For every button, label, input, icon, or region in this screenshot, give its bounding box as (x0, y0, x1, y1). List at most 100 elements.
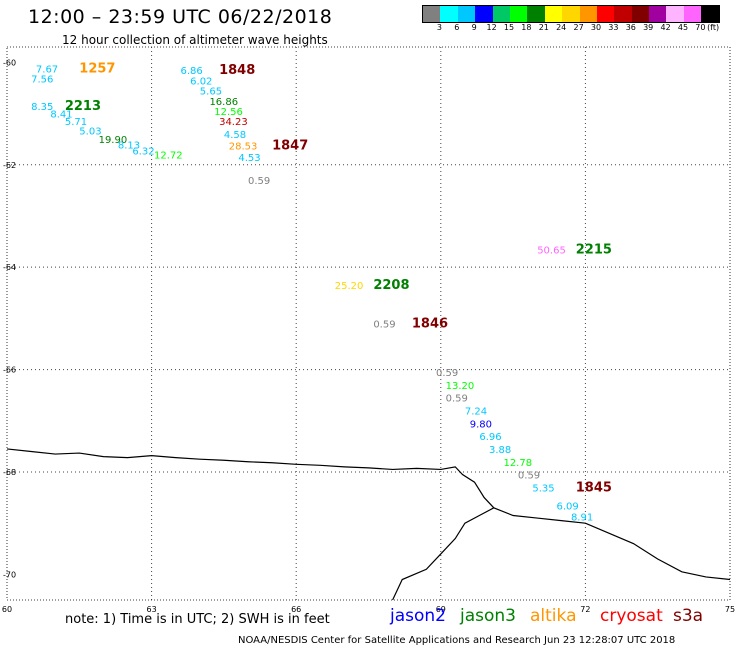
wave-height-label: 50.65 (537, 245, 566, 256)
colorbar-label: 24 (556, 23, 567, 32)
wave-height-label: 6.96 (479, 432, 501, 443)
colorbar-label: 39 (643, 23, 654, 32)
wave-height-label: 7.67 (36, 65, 58, 76)
colorbar-cell (544, 6, 563, 22)
wave-height-label: 34.23 (219, 117, 248, 128)
wave-height-label: 19.90 (99, 135, 128, 146)
map-subtitle: 12 hour collection of altimeter wave hei… (62, 33, 328, 47)
y-tick-label: -64 (3, 263, 16, 272)
colorbar-cell (701, 6, 719, 22)
y-tick-label: -66 (3, 366, 16, 375)
satellite-legend-item: s3a (673, 606, 704, 626)
pass-time-label: 1848 (219, 63, 255, 78)
wave-height-label: 16.86 (209, 97, 238, 108)
y-tick-label: -70 (3, 570, 16, 579)
colorbar-label: 30 (590, 23, 602, 32)
colorbar-label: 21 (538, 23, 549, 32)
colorbar-cell (492, 6, 510, 22)
colorbar-cell (457, 6, 476, 22)
wave-height-label: 9.80 (470, 419, 492, 430)
x-tick-label: 75 (725, 605, 735, 614)
footnote: note: 1) Time is in UTC; 2) SWH is in fe… (65, 612, 330, 627)
satellite-legend-item: jason2 (390, 606, 446, 626)
colorbar-cell (683, 6, 702, 22)
wave-height-label: 0.59 (446, 394, 468, 405)
wave-height-label: 0.59 (518, 471, 540, 482)
colorbar-cell (631, 6, 650, 22)
x-tick-label: 69 (436, 605, 446, 614)
wave-height-label: 5.71 (65, 117, 87, 128)
colorbar-cell (440, 6, 458, 22)
wave-height-label: 0.59 (436, 368, 458, 379)
wave-height-label: 12.78 (503, 458, 532, 469)
pass-time-label: 2208 (373, 278, 409, 293)
colorbar-label: 33 (608, 23, 619, 32)
colorbar-labels: 3 6 9 12 15 18 21 24 27 30 33 36 39 42 45 70 (ft) (422, 23, 740, 35)
colorbar-cell (509, 6, 528, 22)
colorbar-cell (579, 6, 597, 22)
wave-height-label: 8.13 (118, 140, 140, 151)
colorbar-label: 70 (695, 23, 706, 32)
credit-footer: NOAA/NESDIS Center for Satellite Applica… (238, 635, 676, 646)
wave-height-label: 6.02 (190, 76, 212, 87)
wave-height-label: 3.88 (489, 445, 511, 456)
colorbar-label: 6 (454, 23, 460, 32)
wave-height-label: 12.72 (154, 151, 183, 162)
x-tick-label: 66 (291, 605, 301, 614)
y-tick-label: -60 (3, 58, 16, 67)
wave-height-label: 4.53 (238, 153, 260, 164)
wave-height-label: 7.56 (31, 75, 53, 86)
wave-height-label: 7.24 (465, 407, 487, 418)
y-tick-label: -68 (3, 468, 16, 477)
wave-height-label: 8.35 (31, 102, 53, 113)
colorbar-cell (527, 6, 545, 22)
colorbar-cell (614, 6, 632, 22)
colorbar-label: 12 (486, 23, 497, 32)
satellite-legend-item: altika (530, 606, 577, 626)
colorbar-label: 18 (521, 23, 532, 32)
wave-height-label: 13.20 (446, 381, 475, 392)
colorbar-cell (596, 6, 615, 22)
x-tick-label: 60 (2, 605, 12, 614)
map-title: 12:00 – 23:59 UTC 06/22/2018 (28, 6, 333, 28)
wave-height-label: 5.35 (532, 483, 554, 494)
plot-frame (6, 46, 731, 601)
colorbar-cell (475, 6, 493, 22)
wave-height-label: 0.59 (373, 320, 395, 331)
pass-time-label: 1845 (576, 480, 612, 495)
wave-height-label: 25.20 (335, 281, 364, 292)
colorbar-label: 3 (436, 23, 442, 32)
colorbar-label: 27 (573, 23, 584, 32)
wave-height-label: 12.56 (214, 107, 243, 118)
colorbar-label: (ft) (707, 23, 720, 32)
pass-time-label: 2213 (65, 99, 101, 114)
wave-height-label: 6.09 (556, 501, 578, 512)
wave-height-colorbar (422, 5, 720, 23)
colorbar-cell (562, 6, 580, 22)
x-tick-label: 72 (580, 605, 590, 614)
wave-height-label: 5.03 (79, 126, 101, 137)
pass-time-label: 2215 (576, 242, 612, 257)
satellite-legend-item: cryosat (600, 606, 663, 626)
wave-height-label: 6.86 (181, 66, 203, 77)
wave-height-label: 0.59 (248, 176, 270, 187)
coastline (392, 507, 495, 601)
wave-height-label: 5.65 (200, 87, 222, 98)
wave-height-label: 28.53 (229, 141, 258, 152)
pass-time-label: 1257 (79, 62, 115, 77)
wave-height-label: 8.41 (50, 110, 72, 121)
wave-height-label: 8.91 (571, 513, 593, 524)
pass-time-label: 1846 (412, 317, 448, 332)
colorbar-cell (423, 6, 441, 22)
y-tick-label: -62 (3, 161, 16, 170)
colorbar-label: 15 (503, 23, 515, 32)
pass-time-label: 1847 (272, 138, 308, 153)
colorbar-label: 45 (677, 23, 689, 32)
colorbar-cell (649, 6, 667, 22)
colorbar-label: 9 (471, 23, 477, 32)
colorbar-label: 36 (625, 23, 636, 32)
satellite-legend-item: jason3 (460, 606, 516, 626)
coastline (6, 448, 731, 581)
